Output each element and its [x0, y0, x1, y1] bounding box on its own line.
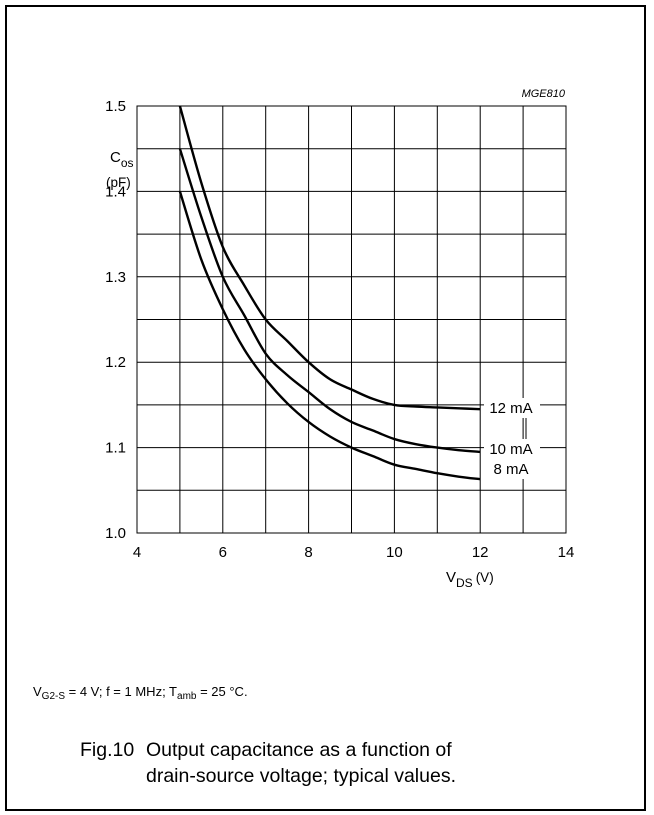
grid-lines: [137, 106, 566, 533]
cond-mid: = 4 V; f = 1 MHz; T: [65, 684, 178, 699]
series-line: [178, 148, 481, 454]
curves: [178, 105, 540, 481]
x-tick-label: 14: [558, 544, 575, 561]
y-tick-label: 1.2: [105, 354, 126, 371]
y-axis-unit: (pF): [106, 175, 131, 190]
y-tick-label: 1.1: [105, 440, 126, 457]
y-axis-label-main: C: [110, 149, 121, 166]
y-tick-labels: 1.0 1.1 1.2 1.3 1.4 1.5: [105, 98, 126, 542]
y-axis-label-sub: os: [121, 156, 134, 170]
y-tick-label: 1.0: [105, 525, 126, 542]
figure-number: Fig.10: [80, 739, 135, 761]
y-tick-label: 1.4: [105, 183, 126, 200]
x-axis-label-sub: DS: [456, 576, 473, 590]
cond-v: V: [33, 684, 42, 699]
x-axis-label: VDS (V): [446, 569, 494, 590]
cond-v-sub: G2-S: [41, 691, 66, 702]
x-tick-label: 12: [472, 544, 489, 561]
cond-end: = 25 °C.: [196, 684, 248, 699]
series-line: [178, 105, 481, 411]
x-tick-label: 6: [219, 544, 227, 561]
y-tick-label: 1.3: [105, 269, 126, 286]
label-background: [484, 398, 540, 418]
drawing-code: MGE810: [522, 88, 566, 100]
figure-caption: Fig.10 Output capacitance as a function o…: [80, 737, 456, 789]
y-tick-label: 1.5: [105, 98, 126, 115]
x-axis-label-main: V: [446, 569, 456, 586]
series-labels: 12 mA 10 mA 8 mA: [489, 400, 532, 478]
x-axis-unit: (V): [476, 570, 494, 585]
series-label: 12 mA: [489, 400, 532, 417]
series-label: 8 mA: [493, 461, 528, 478]
caption-line-1: Output capacitance as a function of: [146, 739, 452, 761]
y-axis-label: Cos: [110, 149, 134, 170]
x-tick-labels: 4 6 8 10 12 14: [133, 544, 575, 561]
x-tick-label: 8: [304, 544, 312, 561]
cond-t-sub: amb: [177, 691, 197, 702]
x-tick-label: 10: [386, 544, 403, 561]
label-background: [484, 439, 540, 479]
test-conditions: VG2-S = 4 V; f = 1 MHz; Tamb = 25 °C.: [33, 684, 248, 702]
series-line: [178, 191, 481, 481]
plot-border: [136, 105, 567, 534]
caption-line-2: drain-source voltage; typical values.: [146, 765, 456, 787]
x-tick-label: 4: [133, 544, 141, 561]
series-label: 10 mA: [489, 441, 532, 458]
